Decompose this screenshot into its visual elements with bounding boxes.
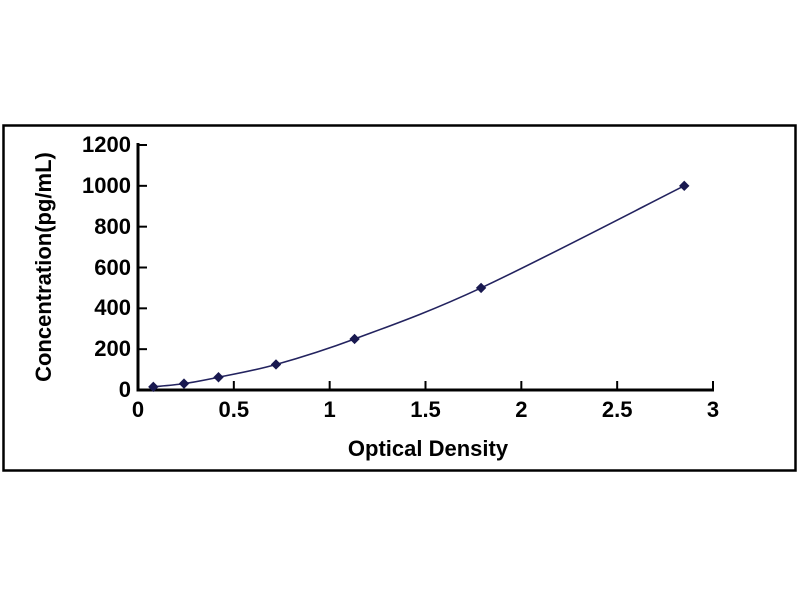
y-tick-label: 800 (94, 213, 131, 239)
y-tick-label: 0 (118, 377, 131, 402)
x-tick-label: 0.5 (218, 397, 250, 422)
data-point-marker (475, 282, 487, 294)
data-point-marker (270, 359, 282, 370)
y-tick-label: 600 (94, 254, 131, 280)
data-point-marker (148, 381, 159, 393)
data-point-marker (178, 378, 190, 389)
x-tick-label: 1 (323, 397, 336, 422)
x-tick-label: 0 (131, 397, 145, 422)
x-tick-label: 2 (515, 397, 528, 422)
y-tick-label: 400 (94, 295, 131, 321)
y-tick-label: 200 (94, 336, 131, 362)
y-tick-label: 1000 (82, 172, 131, 198)
chart-frame (2, 124, 797, 472)
y-tick-label: 1200 (82, 132, 131, 157)
data-point-marker (349, 333, 360, 345)
data-point-marker (213, 372, 224, 383)
x-axis-title: Optical Density (347, 436, 509, 461)
x-tick-label: 3 (706, 397, 720, 422)
x-tick-label: 2.5 (601, 397, 633, 422)
data-point-marker (679, 180, 690, 192)
standard-curve-line (153, 185, 685, 388)
x-tick-label: 1.5 (410, 397, 441, 422)
